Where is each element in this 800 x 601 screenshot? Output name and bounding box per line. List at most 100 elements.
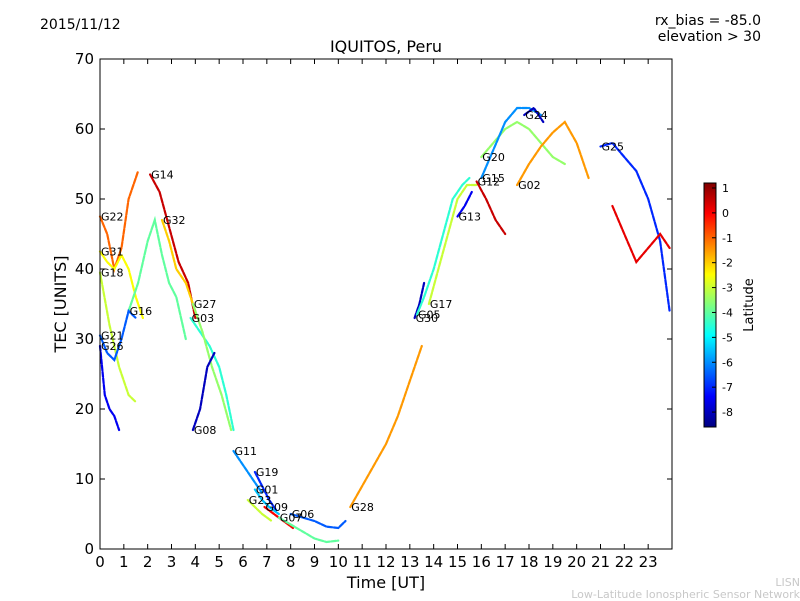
series-g16 [127,215,187,341]
x-tick-label: 11 [353,553,372,571]
series-g03 [189,316,235,432]
series-g21 [98,308,137,363]
series-g27 [191,302,233,432]
label-g24: G24 [525,109,548,122]
x-tick-label: 22 [615,553,634,571]
x-tick-label: 9 [310,553,320,571]
series-g12 [475,180,507,236]
series-g19 [253,470,278,512]
series-g02 [515,120,590,187]
series-g23 [246,498,273,523]
x-tick-label: 12 [376,553,395,571]
label-g01: G01 [256,484,279,497]
x-tick-label: 6 [238,553,248,571]
x-tick-label: 2 [143,553,153,571]
series-g05 [415,176,471,316]
series-g24 [523,106,545,124]
y-tick-label: 10 [75,470,94,488]
label-g25: G25 [602,141,625,154]
x-tick-label: 10 [329,553,348,571]
y-tick-label: 0 [84,540,94,558]
label-g27: G27 [194,298,217,311]
x-ticks: 0 1 2 3 4 5 6 7 8 9 10 11 12 13 14 15 16 17 18 19 20 21 22 23 [95,59,658,571]
y-tick-label: 40 [75,260,94,278]
label-g20: G20 [482,151,505,164]
footer-network: Low-Latitude Ionospheric Sensor Network [571,588,800,601]
x-tick-label: 1 [119,553,129,571]
colorbar-tick-label: -7 [722,381,733,394]
label-g31: G31 [101,246,124,259]
colorbar [703,182,717,428]
x-tick-label: 21 [591,553,610,571]
y-tick-label: 30 [75,330,94,348]
series-g11 [232,449,264,495]
label-g09: G09 [266,501,289,514]
y-tick-label: 70 [75,50,94,68]
x-tick-label: 4 [191,553,201,571]
x-tick-label: 14 [424,553,443,571]
x-tick-label: 5 [214,553,224,571]
y-ticks: 0 10 20 30 40 50 60 70 [75,50,672,558]
label-g11: G11 [235,445,258,458]
series-g07 [277,516,340,544]
colorbar-ticks: 1 0 -1 -2 -3 -4 -5 -6 -7 -8 [712,182,733,419]
x-tick-label: 13 [400,553,419,571]
label-g07: G07 [280,512,303,525]
label-g08: G08 [194,424,217,437]
colorbar-tick-label: -3 [722,282,733,295]
series-g01 [253,488,280,516]
series-g18 [98,271,137,404]
label-g22: G22 [101,211,124,224]
series-g25 [599,141,671,313]
y-tick-label: 20 [75,400,94,418]
series-g22 [98,169,140,274]
x-tick-label: 0 [95,553,105,571]
colorbar-tick-label: 1 [722,182,729,195]
series-g06 [289,512,347,530]
colorbar-label: Latitude [742,278,757,332]
label-g30: G30 [416,312,439,325]
plot-frame [99,58,673,550]
label-g18: G18 [101,267,124,280]
colorbar-tick-label: -5 [722,331,733,344]
y-tick-label: 50 [75,190,94,208]
series-g08 [191,351,216,432]
label-g15: G15 [482,172,505,185]
label-g32: G32 [163,214,186,227]
series-layer [98,106,671,544]
series-g32 [160,218,197,313]
label-g06: G06 [292,508,315,521]
label-g23: G23 [249,494,272,507]
series-g28 [349,344,423,509]
label-g02: G02 [518,179,541,192]
label-g03: G03 [192,312,215,325]
x-tick-label: 17 [496,553,515,571]
colorbar-tick-label: 0 [722,207,729,220]
colorbar-tick-label: -4 [722,306,733,319]
label-g26: G26 [101,340,124,353]
y-tick-label: 60 [75,120,94,138]
x-tick-label: 16 [472,553,491,571]
colorbar-tick-label: -1 [722,232,733,245]
x-tick-label: 15 [448,553,467,571]
label-g21: G21 [101,330,124,343]
date-label: 2015/11/12 [40,17,121,33]
y-axis-label: TEC [UNITS] [51,256,70,354]
label-g05: G05 [418,309,441,322]
series-g13 [456,190,473,218]
x-tick-label: 23 [639,553,658,571]
x-tick-label: 8 [286,553,296,571]
x-tick-label: 18 [519,553,538,571]
label-g19: G19 [256,466,279,479]
label-g14: G14 [151,169,174,182]
label-g17: G17 [430,298,453,311]
series-g14 [149,173,197,320]
series-g30 [413,281,426,320]
label-g12: G12 [478,176,501,189]
x-tick-label: 7 [262,553,272,571]
label-g16: G16 [130,305,153,318]
rx-bias-label: rx_bias = -85.0 [654,13,761,29]
colorbar-tick-label: -8 [722,406,733,419]
x-tick-label: 19 [543,553,562,571]
